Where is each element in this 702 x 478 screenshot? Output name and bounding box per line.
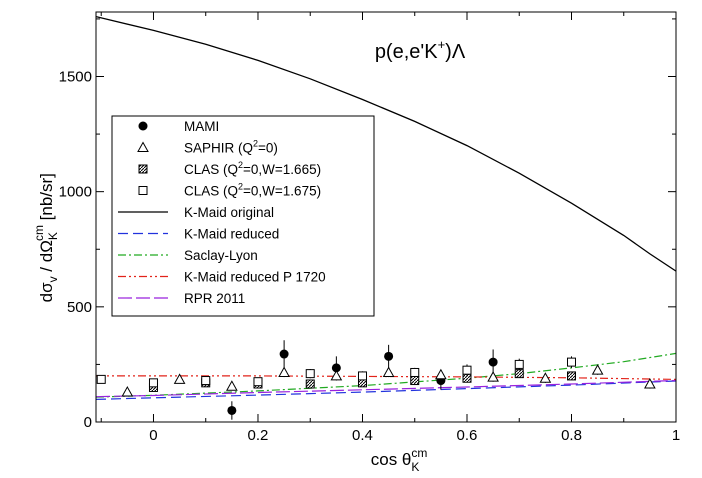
data-point-3-0 <box>96 374 106 384</box>
x-tick-label-5: 1 <box>672 427 680 444</box>
data-point-3-9 <box>566 357 576 367</box>
data-point-1-4 <box>330 369 343 381</box>
reaction-annotation: p(e,e'K+)Λ <box>375 37 466 63</box>
data-point-3-3 <box>253 377 263 387</box>
y-tick-label-1: 500 <box>67 299 92 316</box>
axes: 0 0.2 0.4 0.6 0.8 1 0 500 1000 1500 cos θKcm dσv / … <box>32 11 680 474</box>
legend-marker-0 <box>138 121 148 131</box>
data-point-3-2 <box>201 376 211 386</box>
legend-label-3: CLAS (Q2=0,W=1.675) <box>184 182 321 199</box>
data-point-1-2 <box>226 380 238 391</box>
y-tick-label-2: 1000 <box>59 184 92 201</box>
legend-label-2: CLAS (Q2=0,W=1.665) <box>184 160 321 177</box>
data-point-1-3 <box>278 366 290 377</box>
x-axis-label: cos θKcm <box>371 446 428 473</box>
data-point-3-6 <box>410 367 420 377</box>
legend-label-7: K-Maid reduced P 1720 <box>184 270 326 285</box>
y-tick-label-0: 0 <box>84 414 92 431</box>
data-point-1-1 <box>173 373 186 384</box>
legend-marker-3 <box>138 186 148 195</box>
data-point-2-8 <box>566 371 576 381</box>
data-point-1-0 <box>121 386 134 397</box>
legend-box <box>111 115 375 317</box>
data-point-2-5 <box>410 376 420 386</box>
data-point-2-3 <box>305 379 315 389</box>
x-tick-label-3: 0.6 <box>457 427 478 444</box>
data-point-1-5 <box>382 366 395 377</box>
series-line-0 <box>96 15 676 272</box>
data-point-1-7 <box>487 371 499 382</box>
legend: MAMI SAPHIR (Q2=0) CLAS (Q2=0,W=1.665) CLAS… <box>111 115 375 317</box>
data-point-1-8 <box>539 372 552 383</box>
legend-label-4: K-Maid original <box>184 205 274 220</box>
data-point-0-3 <box>384 351 394 361</box>
legend-label-0: MAMI <box>184 119 219 134</box>
data-point-3-4 <box>305 369 315 379</box>
data-point-0-5 <box>488 357 498 367</box>
legend-label-8: RPR 2011 <box>184 291 245 306</box>
legend-marker-1 <box>137 141 149 152</box>
legend-label-5: K-Maid reduced <box>184 227 279 242</box>
x-tick-label-1: 0.2 <box>248 427 269 444</box>
plot-area <box>96 15 676 420</box>
legend-label-6: Saclay-Lyon <box>184 248 258 263</box>
data-point-0-2 <box>331 363 341 373</box>
series-line-4 <box>96 379 676 398</box>
data-point-2-7 <box>514 369 524 379</box>
x-tick-label-2: 0.4 <box>352 427 373 444</box>
data-point-1-6 <box>435 368 447 380</box>
data-point-3-8 <box>514 359 524 369</box>
data-point-1-9 <box>591 364 604 375</box>
data-point-3-5 <box>357 371 367 381</box>
y-axis-label: dσv / dΩKcm [nb/sr] <box>32 173 60 302</box>
y-tick-label-3: 1500 <box>59 68 92 85</box>
data-point-1-10 <box>644 377 656 389</box>
legend-label-1: SAPHIR (Q2=0) <box>184 139 278 156</box>
data-point-0-0 <box>227 405 237 415</box>
legend-marker-2 <box>138 164 148 174</box>
x-tick-label-4: 0.8 <box>561 427 582 444</box>
x-tick-label-0: 0 <box>149 427 157 444</box>
data-point-0-1 <box>279 349 289 359</box>
y-axis-label-text: dσv / dΩKcm [nb/sr] <box>32 173 60 302</box>
plot-frame <box>95 11 677 423</box>
data-point-3-1 <box>148 378 158 388</box>
data-point-3-7 <box>462 365 472 375</box>
